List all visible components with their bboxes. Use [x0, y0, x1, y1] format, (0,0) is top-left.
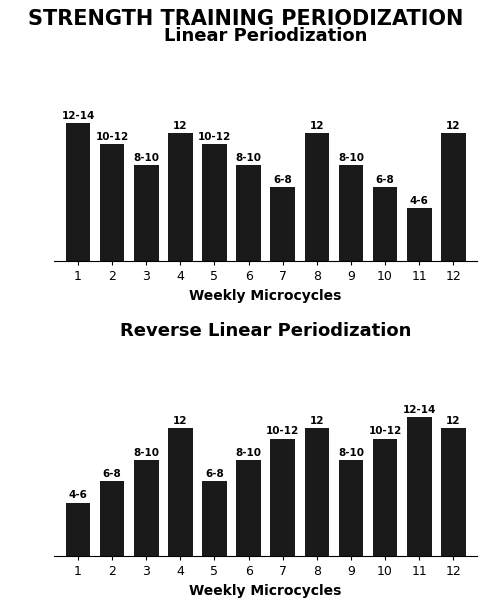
Text: 8-10: 8-10 [133, 448, 159, 458]
Text: 8-10: 8-10 [338, 448, 364, 458]
Text: STRENGTH TRAINING PERIODIZATION: STRENGTH TRAINING PERIODIZATION [29, 9, 463, 29]
Text: 12: 12 [309, 416, 324, 426]
Text: 10-12: 10-12 [198, 132, 231, 142]
Text: 12: 12 [173, 121, 187, 131]
Text: 4-6: 4-6 [68, 490, 88, 501]
Bar [236, 165, 261, 261]
Title: Reverse Linear Periodization: Reverse Linear Periodization [120, 322, 411, 340]
Bar [407, 208, 431, 261]
Bar [100, 144, 124, 261]
Text: 8-10: 8-10 [236, 153, 262, 163]
Bar [305, 428, 329, 556]
Bar [100, 481, 124, 556]
Text: 12-14: 12-14 [62, 111, 94, 121]
Text: 6-8: 6-8 [376, 175, 395, 185]
Text: 8-10: 8-10 [338, 153, 364, 163]
Text: 6-8: 6-8 [103, 469, 122, 479]
Y-axis label: RM: RM [0, 148, 12, 162]
Text: 12: 12 [446, 416, 461, 426]
Text: 8-10: 8-10 [236, 448, 262, 458]
Bar [202, 144, 227, 261]
Text: 12: 12 [173, 416, 187, 426]
Bar [441, 133, 465, 261]
X-axis label: Weekly Microcycles: Weekly Microcycles [189, 584, 342, 597]
Bar [407, 417, 431, 556]
Bar [168, 133, 193, 261]
Bar [66, 123, 91, 261]
Title: Linear Periodization: Linear Periodization [164, 27, 368, 45]
Bar [373, 439, 398, 556]
Bar [271, 187, 295, 261]
Text: 12: 12 [446, 121, 461, 131]
Text: 12-14: 12-14 [402, 405, 436, 415]
Text: 10-12: 10-12 [369, 427, 402, 436]
Bar [134, 165, 158, 261]
Text: 4-6: 4-6 [410, 196, 429, 206]
Text: 6-8: 6-8 [205, 469, 224, 479]
Bar [338, 460, 363, 556]
Bar [236, 460, 261, 556]
Text: 10-12: 10-12 [95, 132, 129, 142]
Bar [134, 460, 158, 556]
Bar [66, 502, 91, 556]
Bar [305, 133, 329, 261]
Bar [271, 439, 295, 556]
Bar [168, 428, 193, 556]
Text: 10-12: 10-12 [266, 427, 299, 436]
Bar [338, 165, 363, 261]
Bar [441, 428, 465, 556]
Text: 12: 12 [309, 121, 324, 131]
Bar [373, 187, 398, 261]
Y-axis label: RM: RM [0, 442, 12, 456]
Text: 8-10: 8-10 [133, 153, 159, 163]
X-axis label: Weekly Microcycles: Weekly Microcycles [189, 289, 342, 303]
Text: 6-8: 6-8 [274, 175, 292, 185]
Bar [202, 481, 227, 556]
